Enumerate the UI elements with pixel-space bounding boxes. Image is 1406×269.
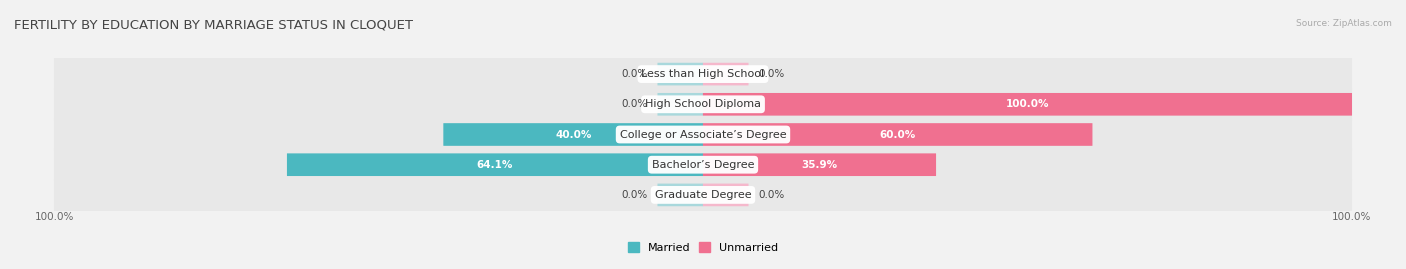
Text: 0.0%: 0.0% xyxy=(758,190,785,200)
Text: 100.0%: 100.0% xyxy=(1005,99,1049,109)
Text: 0.0%: 0.0% xyxy=(621,69,648,79)
FancyBboxPatch shape xyxy=(53,149,1353,181)
FancyBboxPatch shape xyxy=(53,118,1353,151)
FancyBboxPatch shape xyxy=(658,183,703,206)
Text: 100.0%: 100.0% xyxy=(1331,212,1371,222)
FancyBboxPatch shape xyxy=(658,93,703,116)
Text: Less than High School: Less than High School xyxy=(641,69,765,79)
FancyBboxPatch shape xyxy=(443,123,703,146)
FancyBboxPatch shape xyxy=(287,153,703,176)
Text: 64.1%: 64.1% xyxy=(477,160,513,170)
FancyBboxPatch shape xyxy=(53,58,1353,90)
Text: FERTILITY BY EDUCATION BY MARRIAGE STATUS IN CLOQUET: FERTILITY BY EDUCATION BY MARRIAGE STATU… xyxy=(14,19,413,32)
FancyBboxPatch shape xyxy=(53,179,1353,211)
Text: 40.0%: 40.0% xyxy=(555,129,592,140)
FancyBboxPatch shape xyxy=(703,63,748,86)
Text: 0.0%: 0.0% xyxy=(758,69,785,79)
Text: 0.0%: 0.0% xyxy=(621,190,648,200)
FancyBboxPatch shape xyxy=(658,63,703,86)
Text: Graduate Degree: Graduate Degree xyxy=(655,190,751,200)
FancyBboxPatch shape xyxy=(703,93,1353,116)
FancyBboxPatch shape xyxy=(703,153,936,176)
Text: Source: ZipAtlas.com: Source: ZipAtlas.com xyxy=(1296,19,1392,28)
FancyBboxPatch shape xyxy=(703,123,1092,146)
Text: High School Diploma: High School Diploma xyxy=(645,99,761,109)
Text: College or Associate’s Degree: College or Associate’s Degree xyxy=(620,129,786,140)
FancyBboxPatch shape xyxy=(703,183,748,206)
Text: Bachelor’s Degree: Bachelor’s Degree xyxy=(652,160,754,170)
Legend: Married, Unmarried: Married, Unmarried xyxy=(627,242,779,253)
Text: 60.0%: 60.0% xyxy=(880,129,915,140)
FancyBboxPatch shape xyxy=(53,88,1353,120)
Text: 35.9%: 35.9% xyxy=(801,160,838,170)
Text: 100.0%: 100.0% xyxy=(35,212,75,222)
Text: 0.0%: 0.0% xyxy=(621,99,648,109)
